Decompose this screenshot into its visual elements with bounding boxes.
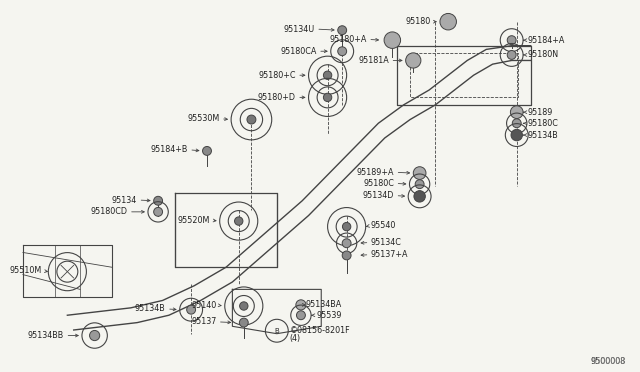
Text: ©08156-8201F: ©08156-8201F [289, 326, 350, 335]
Ellipse shape [154, 196, 163, 205]
Text: 95137: 95137 [191, 317, 216, 326]
Text: 95184+A: 95184+A [527, 36, 565, 45]
Text: 95134: 95134 [112, 196, 137, 205]
Ellipse shape [406, 53, 421, 68]
Ellipse shape [511, 129, 522, 141]
Text: 95134C: 95134C [371, 238, 402, 247]
Text: 95134BB: 95134BB [28, 331, 64, 340]
Ellipse shape [508, 36, 516, 45]
Ellipse shape [323, 71, 332, 80]
Text: 95180C: 95180C [364, 179, 394, 188]
Ellipse shape [342, 222, 351, 231]
Text: 95530M: 95530M [188, 114, 220, 123]
Ellipse shape [187, 305, 196, 314]
Ellipse shape [234, 217, 243, 225]
Text: 95134BA: 95134BA [305, 300, 342, 310]
Ellipse shape [338, 47, 347, 56]
Text: B: B [275, 328, 279, 334]
Text: 95134U: 95134U [284, 25, 315, 33]
Text: 95180+C: 95180+C [259, 71, 296, 80]
Text: 95137+A: 95137+A [371, 250, 408, 259]
Text: 95180: 95180 [405, 17, 431, 26]
Ellipse shape [296, 311, 305, 320]
Text: 95510M: 95510M [10, 266, 42, 275]
Text: 95180+D: 95180+D [258, 93, 296, 102]
Text: 95134B: 95134B [527, 131, 558, 140]
Ellipse shape [342, 251, 351, 260]
Text: 95180+A: 95180+A [330, 35, 367, 44]
Text: 95134B: 95134B [135, 304, 166, 314]
Ellipse shape [508, 51, 516, 60]
Text: 95540: 95540 [371, 221, 396, 230]
Ellipse shape [338, 26, 347, 35]
Text: 95181A: 95181A [358, 56, 389, 65]
Text: 95180CD: 95180CD [91, 207, 127, 217]
Text: 95184+B: 95184+B [150, 145, 188, 154]
Ellipse shape [384, 32, 401, 48]
Text: 95134D: 95134D [363, 191, 394, 200]
Ellipse shape [440, 13, 456, 30]
Text: 95189: 95189 [527, 108, 553, 117]
Ellipse shape [239, 318, 248, 327]
Ellipse shape [296, 300, 306, 310]
Ellipse shape [512, 119, 521, 128]
Text: 95180N: 95180N [527, 51, 559, 60]
Ellipse shape [90, 330, 100, 341]
Text: 95189+A: 95189+A [356, 168, 394, 177]
Text: 9500008: 9500008 [591, 357, 626, 366]
Ellipse shape [247, 115, 256, 124]
Text: (4): (4) [289, 334, 301, 343]
Text: 95539: 95539 [316, 311, 342, 320]
Text: 95140: 95140 [191, 301, 216, 310]
Text: 9500008: 9500008 [592, 357, 626, 366]
Ellipse shape [323, 93, 332, 102]
Text: 95180C: 95180C [527, 119, 559, 128]
Ellipse shape [413, 167, 426, 179]
Ellipse shape [342, 239, 351, 248]
Ellipse shape [510, 106, 523, 119]
Ellipse shape [415, 180, 424, 189]
Ellipse shape [414, 190, 426, 202]
Text: 95520M: 95520M [178, 216, 210, 225]
Ellipse shape [239, 302, 248, 310]
Text: 95180CA: 95180CA [280, 47, 317, 56]
Ellipse shape [202, 147, 211, 155]
Ellipse shape [154, 208, 163, 216]
